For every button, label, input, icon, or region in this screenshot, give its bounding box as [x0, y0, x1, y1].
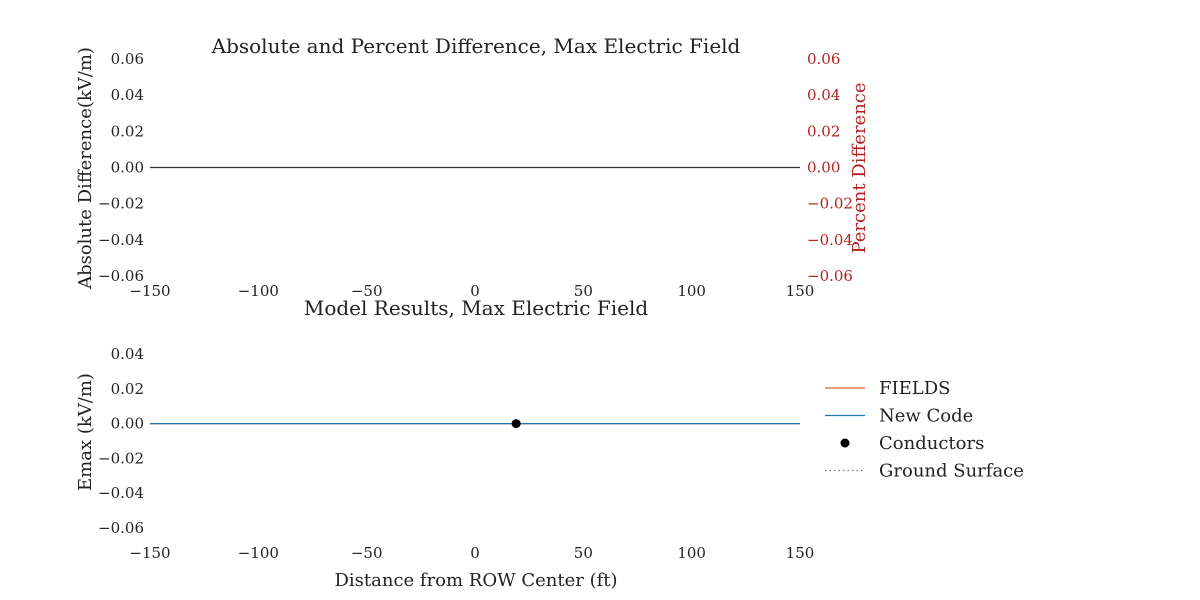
top-y-tick-labels: 0.06 0.04 0.02 0.00 −0.02 −0.04 −0.06 — [98, 50, 144, 285]
bottom-y-tick-label: −0.06 — [98, 519, 144, 537]
top-y-tick-label: 0.04 — [111, 86, 144, 104]
legend-label: Conductors — [879, 433, 984, 454]
bottom-series-lines — [150, 419, 800, 429]
top-y-tick-label: −0.02 — [98, 195, 144, 213]
legend-label: FIELDS — [879, 378, 950, 399]
top-x-tick-label: 100 — [677, 282, 706, 300]
legend-label: New Code — [879, 406, 973, 427]
bottom-x-tick-label: −50 — [351, 544, 383, 562]
top-y2-tick-label: −0.02 — [807, 195, 853, 213]
top-x-tick-label: −50 — [351, 282, 383, 300]
legend: FIELDS New Code Conductors Ground Surface — [825, 378, 1024, 482]
top-y-tick-label: 0.06 — [111, 50, 144, 68]
top-y2-axis-label: Percent Difference — [849, 82, 870, 253]
top-y2-tick-label: 0.00 — [807, 159, 840, 177]
bottom-x-tick-label: 0 — [470, 544, 480, 562]
bottom-axes: Model Results, Max Electric Field 0.040.… — [75, 296, 814, 591]
top-y-tick-label: 0.02 — [111, 122, 144, 140]
legend-item: New Code — [825, 406, 973, 427]
top-y2-tick-label: −0.04 — [807, 231, 853, 249]
top-x-tick-label: 50 — [574, 282, 593, 300]
top-y2-tick-label: 0.02 — [807, 122, 840, 140]
top-y2-tick-label: 0.06 — [807, 50, 840, 68]
legend-item: FIELDS — [825, 378, 950, 399]
legend-marker — [840, 438, 850, 448]
bottom-y-tick-label: 0.04 — [111, 345, 144, 363]
bottom-y-tick-label: 0.02 — [111, 380, 144, 398]
bottom-y-tick-labels: 0.04 0.02 0.00 −0.02 −0.04 −0.06 — [98, 345, 144, 537]
legend-label: Ground Surface — [879, 461, 1024, 482]
top-y-tick-label: −0.06 — [98, 267, 144, 285]
top-y2-tick-label: −0.06 — [807, 267, 853, 285]
bottom-x-tick-label: −100 — [238, 544, 279, 562]
top-x-tick-labels: −150 −100 −50 0 50 100 150 — [129, 282, 814, 300]
bottom-x-tick-label: −150 — [129, 544, 170, 562]
bottom-y-axis-label: Emax (kV/m) — [75, 373, 96, 491]
conductor-marker — [511, 419, 521, 429]
top-x-tick-label: 0 — [470, 282, 480, 300]
top-x-tick-label: −150 — [129, 282, 170, 300]
bottom-x-tick-label: 150 — [786, 544, 815, 562]
legend-item: Conductors — [840, 433, 984, 454]
bottom-x-axis-label: Distance from ROW Center (ft) — [334, 570, 617, 591]
bottom-y-tick-label: 0.00 — [111, 415, 144, 433]
top-x-tick-label: −100 — [238, 282, 279, 300]
top-chart-title: Absolute and Percent Difference, Max Ele… — [211, 34, 741, 58]
bottom-x-tick-label: 100 — [677, 544, 706, 562]
top-y2-tick-labels: 0.06 0.04 0.02 0.00 −0.02 −0.04 −0.06 — [807, 50, 853, 285]
top-y-tick-label: −0.04 — [98, 231, 144, 249]
legend-item: Ground Surface — [825, 461, 1024, 482]
bottom-x-tick-label: 50 — [574, 544, 593, 562]
bottom-y-tick-label: −0.02 — [98, 449, 144, 467]
top-y-tick-label: 0.00 — [111, 159, 144, 177]
bottom-x-tick-labels: −150 −100 −50 0 50 100 150 — [129, 544, 814, 562]
bottom-chart-title: Model Results, Max Electric Field — [304, 296, 648, 320]
top-y-axis-label: Absolute Difference(kV/m) — [75, 47, 96, 290]
bottom-y-tick-label: −0.04 — [98, 484, 144, 502]
top-x-tick-label: 150 — [786, 282, 815, 300]
top-axes: Absolute and Percent Difference, Max Ele… — [75, 34, 870, 300]
top-y2-tick-label: 0.04 — [807, 86, 840, 104]
